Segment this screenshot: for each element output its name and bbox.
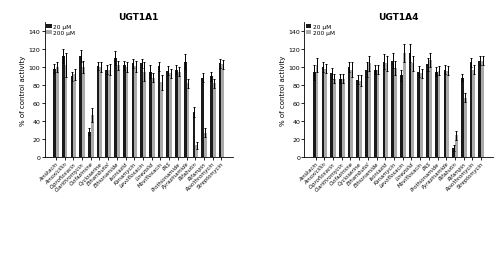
Bar bbox=[316, 66, 318, 157]
Bar bbox=[166, 71, 169, 157]
Bar bbox=[324, 70, 327, 157]
Bar bbox=[53, 70, 56, 157]
Bar bbox=[347, 68, 350, 157]
Bar bbox=[478, 61, 481, 157]
Bar bbox=[70, 77, 73, 157]
Bar bbox=[394, 69, 397, 157]
Bar bbox=[62, 57, 65, 157]
Bar bbox=[201, 78, 204, 157]
Bar bbox=[56, 68, 59, 157]
Bar bbox=[356, 80, 359, 157]
Bar bbox=[114, 59, 117, 157]
Bar bbox=[108, 70, 111, 157]
Bar bbox=[169, 74, 172, 157]
Bar bbox=[91, 115, 94, 157]
Bar bbox=[221, 65, 224, 157]
Title: UGT1A1: UGT1A1 bbox=[118, 13, 159, 22]
Bar bbox=[446, 71, 449, 157]
Bar bbox=[88, 132, 91, 157]
Bar bbox=[184, 62, 187, 157]
Bar bbox=[481, 61, 484, 157]
Bar bbox=[359, 81, 362, 157]
Bar bbox=[455, 136, 458, 157]
Y-axis label: % of control activity: % of control activity bbox=[280, 55, 286, 125]
Title: UGT1A4: UGT1A4 bbox=[378, 13, 419, 22]
Bar bbox=[452, 149, 455, 157]
Bar bbox=[403, 54, 405, 157]
Bar bbox=[342, 80, 345, 157]
Legend: 20 μM, 200 μM: 20 μM, 200 μM bbox=[46, 24, 76, 37]
Bar bbox=[193, 113, 196, 157]
Bar bbox=[178, 72, 181, 157]
Bar bbox=[134, 67, 137, 157]
Bar bbox=[187, 84, 190, 157]
Bar bbox=[65, 66, 67, 157]
Bar bbox=[438, 71, 441, 157]
Bar bbox=[213, 84, 215, 157]
Bar bbox=[420, 74, 423, 157]
Bar bbox=[391, 61, 394, 157]
Bar bbox=[123, 66, 126, 157]
Bar bbox=[377, 70, 380, 157]
Bar bbox=[79, 57, 82, 157]
Bar bbox=[99, 68, 102, 157]
Bar bbox=[350, 70, 353, 157]
Bar bbox=[82, 68, 85, 157]
Bar bbox=[429, 60, 432, 157]
Bar bbox=[219, 64, 221, 157]
Bar bbox=[117, 66, 120, 157]
Bar bbox=[330, 74, 333, 157]
Bar bbox=[73, 75, 76, 157]
Bar bbox=[417, 72, 420, 157]
Bar bbox=[400, 76, 403, 157]
Bar bbox=[152, 78, 154, 157]
Bar bbox=[426, 65, 429, 157]
Bar bbox=[368, 64, 371, 157]
Bar bbox=[210, 77, 213, 157]
Y-axis label: % of control activity: % of control activity bbox=[20, 55, 26, 125]
Bar bbox=[157, 67, 160, 157]
Bar bbox=[196, 146, 198, 157]
Bar bbox=[97, 67, 99, 157]
Bar bbox=[149, 72, 152, 157]
Bar bbox=[374, 70, 377, 157]
Bar bbox=[444, 70, 446, 157]
Bar bbox=[105, 70, 108, 157]
Bar bbox=[409, 54, 411, 157]
Bar bbox=[313, 73, 316, 157]
Bar bbox=[383, 62, 385, 157]
Bar bbox=[175, 70, 178, 157]
Legend: 20 μM, 200 μM: 20 μM, 200 μM bbox=[305, 24, 336, 37]
Bar bbox=[204, 133, 207, 157]
Bar bbox=[333, 80, 336, 157]
Bar bbox=[461, 78, 464, 157]
Bar bbox=[464, 98, 467, 157]
Bar bbox=[132, 64, 134, 157]
Bar bbox=[322, 68, 324, 157]
Bar bbox=[411, 64, 414, 157]
Bar bbox=[385, 64, 388, 157]
Bar bbox=[140, 64, 143, 157]
Bar bbox=[435, 72, 438, 157]
Bar bbox=[339, 80, 342, 157]
Bar bbox=[472, 70, 475, 157]
Bar bbox=[126, 68, 128, 157]
Bar bbox=[470, 63, 472, 157]
Bar bbox=[365, 70, 368, 157]
Bar bbox=[143, 72, 146, 157]
Bar bbox=[160, 83, 163, 157]
